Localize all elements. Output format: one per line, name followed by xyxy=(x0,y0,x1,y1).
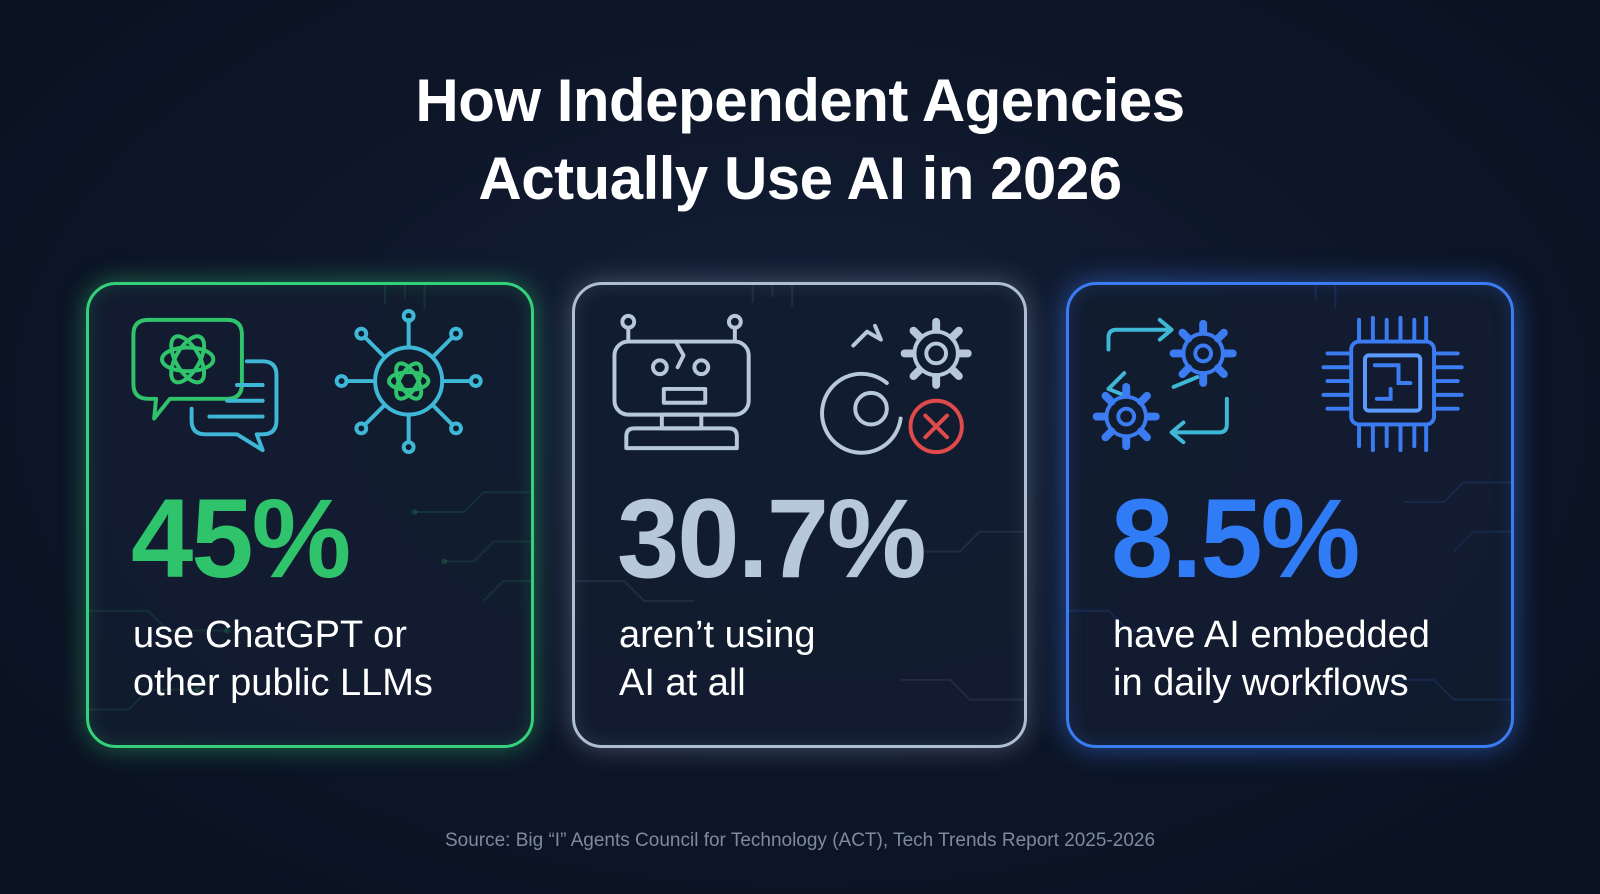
stat-description-line-2: other public LLMs xyxy=(133,662,433,704)
workflow-gears-icon xyxy=(1092,317,1237,451)
neural-network-openai-icon xyxy=(334,309,483,455)
stat-value: 30.7% xyxy=(617,476,927,601)
stat-value: 8.5% xyxy=(1111,476,1360,601)
stat-description-line-1: use ChatGPT or xyxy=(133,614,407,656)
stat-description: aren’t using AI at all xyxy=(619,611,815,707)
circuit-background xyxy=(89,285,531,711)
stat-value: 45% xyxy=(131,476,351,601)
broken-gears-x-icon xyxy=(820,317,972,455)
source-citation: Source: Big “I” Agents Council for Techn… xyxy=(444,830,1156,851)
stat-description-line-1: aren’t using xyxy=(619,614,816,656)
broken-robot-icon xyxy=(612,313,751,451)
circuit-background xyxy=(575,285,1024,701)
stat-card-public-llms: 45% use ChatGPT or other public LLMs xyxy=(86,282,534,748)
chat-bubbles-openai-icon xyxy=(131,317,279,453)
stat-description: have AI embedded in daily workflows xyxy=(1113,611,1430,707)
stat-card-not-using-ai: 30.7% aren’t using AI at all xyxy=(572,282,1027,748)
page-title: How Independent Agencies Actually Use AI… xyxy=(0,62,1600,218)
card-icons-row xyxy=(131,309,483,455)
card-icons-row xyxy=(1092,315,1464,453)
stat-description-line-1: have AI embedded xyxy=(1113,614,1430,656)
stat-description-line-2: in daily workflows xyxy=(1113,662,1409,704)
stat-description: use ChatGPT or other public LLMs xyxy=(133,611,433,707)
title-line-2: Actually Use AI in 2026 xyxy=(478,145,1122,212)
circuit-background xyxy=(1069,285,1511,701)
title-line-1: How Independent Agencies xyxy=(415,67,1185,134)
stat-card-ai-embedded: 8.5% have AI embedded in daily workflows xyxy=(1066,282,1514,748)
card-icons-row xyxy=(612,313,972,455)
microchip-icon xyxy=(1321,315,1464,453)
stat-description-line-2: AI at all xyxy=(619,662,746,704)
